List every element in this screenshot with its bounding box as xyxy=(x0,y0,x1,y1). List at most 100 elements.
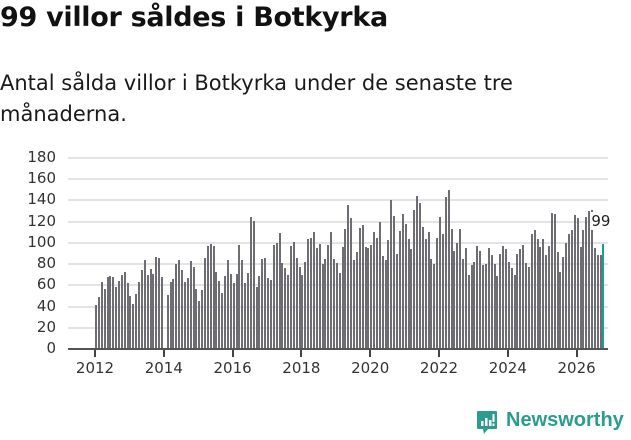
bar xyxy=(450,229,453,349)
bar xyxy=(103,288,106,349)
bar xyxy=(295,257,298,349)
bar xyxy=(238,245,241,349)
x-tick xyxy=(300,350,303,357)
bar xyxy=(209,243,212,349)
bar xyxy=(335,263,338,349)
y-tick-label: 0 xyxy=(46,339,56,357)
x-tick xyxy=(94,350,96,357)
bar xyxy=(573,215,576,349)
bar xyxy=(542,238,545,349)
bar xyxy=(479,251,482,349)
bar xyxy=(275,242,278,349)
bar xyxy=(582,230,585,349)
bar xyxy=(398,231,401,349)
bar xyxy=(221,292,224,349)
bar xyxy=(513,274,516,349)
bar xyxy=(550,213,553,349)
bar xyxy=(106,276,109,349)
x-tick xyxy=(438,350,440,357)
bar xyxy=(416,196,419,349)
bar xyxy=(229,273,232,349)
bar xyxy=(146,274,149,349)
x-tick-label: 2026 xyxy=(557,359,596,377)
x-tick xyxy=(369,350,372,357)
bar xyxy=(129,295,132,349)
newsworthy-logo[interactable]: Newsworthy xyxy=(476,409,624,434)
y-tick-label: 160 xyxy=(27,169,56,188)
bar xyxy=(387,239,390,349)
latest-value-annotation: 99 xyxy=(590,211,612,230)
bar xyxy=(502,246,505,349)
bar xyxy=(321,264,324,349)
bar xyxy=(267,277,269,349)
bar xyxy=(244,283,247,349)
bar xyxy=(143,259,146,349)
y-tick-label: 60 xyxy=(36,275,56,294)
bar xyxy=(593,248,596,349)
bar xyxy=(378,221,381,349)
bar xyxy=(115,287,118,349)
bar xyxy=(393,216,396,349)
bar xyxy=(545,254,548,349)
bar xyxy=(172,278,175,349)
bar xyxy=(249,217,252,349)
bar xyxy=(433,264,436,349)
bar xyxy=(258,275,261,349)
bar xyxy=(522,245,525,349)
x-tick xyxy=(506,350,509,357)
x-tick-label: 2024 xyxy=(488,359,527,377)
bar xyxy=(235,273,238,349)
bar xyxy=(206,246,209,349)
bar xyxy=(447,189,450,349)
bar xyxy=(553,214,556,349)
bar xyxy=(510,268,513,349)
bar xyxy=(189,260,192,349)
bar xyxy=(301,274,304,349)
bar xyxy=(436,237,439,349)
bar xyxy=(585,217,588,349)
bar xyxy=(261,258,264,349)
bar xyxy=(444,197,447,349)
bar xyxy=(439,217,441,349)
y-tick-label: 40 xyxy=(36,296,56,315)
bar xyxy=(456,242,459,349)
bar xyxy=(384,259,387,349)
bar-chart-speech-bubble-icon xyxy=(476,410,498,434)
bar xyxy=(312,232,315,349)
gridline xyxy=(68,220,608,223)
bar xyxy=(373,232,376,349)
bar xyxy=(476,246,479,349)
bar xyxy=(467,274,470,349)
bar xyxy=(427,232,430,349)
bar xyxy=(307,238,310,349)
x-axis-line xyxy=(68,348,608,350)
bar xyxy=(590,209,593,349)
y-tick-label: 180 xyxy=(27,148,56,166)
bar xyxy=(361,224,364,349)
bar xyxy=(195,288,198,349)
bar xyxy=(287,274,290,349)
bar xyxy=(484,264,487,349)
x-tick-label: 2014 xyxy=(144,359,183,377)
x-tick xyxy=(575,350,578,357)
bar xyxy=(246,272,249,349)
bar xyxy=(252,220,255,349)
bar xyxy=(344,229,347,349)
bar xyxy=(347,204,350,349)
bar xyxy=(269,280,272,349)
bar xyxy=(132,304,135,349)
bar xyxy=(547,246,550,349)
bar xyxy=(536,238,539,349)
gridline xyxy=(68,326,608,329)
bar xyxy=(175,264,178,349)
x-tick-label: 2012 xyxy=(75,359,115,377)
bar xyxy=(504,249,507,349)
page-title: 99 villor såldes i Botkyrka xyxy=(0,2,388,33)
bar xyxy=(120,274,123,349)
bar xyxy=(100,282,103,349)
bar xyxy=(138,282,140,349)
page-subtitle: Antal sålda villor i Botkyrka under de s… xyxy=(0,71,513,126)
bar xyxy=(327,245,330,349)
y-tick-label: 140 xyxy=(27,190,56,209)
bar xyxy=(112,276,115,349)
